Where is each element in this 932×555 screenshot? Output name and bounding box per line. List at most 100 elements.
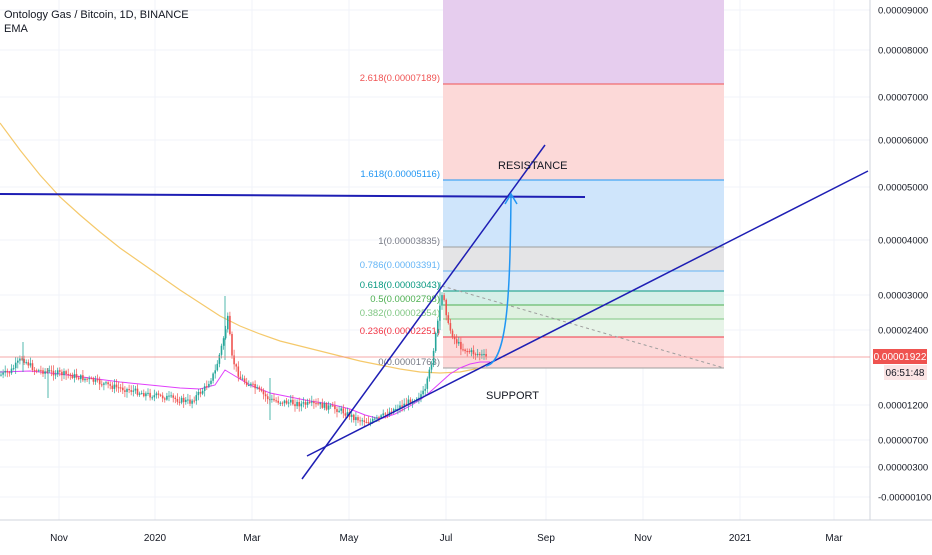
candle-body: [342, 408, 345, 414]
candle-body: [403, 403, 405, 407]
price-tick-label: 0.00005000: [878, 183, 928, 194]
candle-body: [227, 315, 229, 330]
time-tick-label: Mar: [243, 533, 261, 544]
candle-body: [52, 370, 55, 376]
candle-body: [363, 420, 366, 422]
candle-body: [189, 399, 191, 404]
candle-body: [128, 389, 130, 391]
candle-body: [182, 397, 185, 403]
candle-body: [111, 385, 114, 389]
candle-body: [136, 388, 139, 395]
current-price-value: 0.00001922: [874, 352, 927, 363]
candle-body: [33, 369, 36, 371]
candle-body: [271, 398, 273, 400]
fib-extension[interactable]: 2.618(0.00007189) 1.618(0.00005116) 1(0.…: [360, 0, 724, 369]
candle-body: [19, 358, 21, 361]
candle-body: [59, 370, 61, 372]
candle-body: [197, 391, 200, 396]
candle-body: [422, 390, 424, 395]
candle-body: [468, 351, 471, 353]
candle-body: [281, 402, 284, 404]
candle-body: [187, 399, 189, 401]
candle-body: [153, 395, 156, 398]
fib-label-05: 0.5(0.00002798): [370, 294, 440, 305]
fib-zone-0618-05: [443, 291, 724, 305]
candle-body: [445, 299, 447, 316]
candle-body: [143, 393, 145, 397]
candle-body: [458, 341, 460, 344]
candle-body: [464, 349, 466, 352]
time-tick-label: 2021: [729, 533, 752, 544]
steep-trendline[interactable]: [301, 144, 546, 480]
fib-zone-top: [443, 0, 724, 84]
fib-label-0: 0(0.00001763): [378, 357, 440, 368]
candle-body: [428, 369, 431, 379]
candle-body: [357, 417, 359, 421]
fib-label-1618: 1.618(0.00005116): [360, 169, 440, 180]
time-tick-label: 2020: [144, 533, 167, 544]
candle-body: [479, 353, 481, 356]
candle-body: [359, 420, 361, 422]
candle-body: [157, 393, 160, 395]
time-tick-label: Sep: [537, 533, 555, 544]
candle-body: [481, 354, 483, 356]
candle-body: [407, 399, 410, 405]
candle-body: [382, 413, 384, 416]
candle-body: [395, 409, 397, 411]
candle-body: [31, 363, 34, 370]
support-annotation[interactable]: SUPPORT: [486, 390, 539, 402]
candle-body: [285, 400, 288, 404]
candle-body: [75, 374, 78, 378]
candle-body: [462, 349, 464, 351]
candle-body: [168, 395, 170, 397]
candle-body: [254, 384, 256, 389]
fib-label-1: 1(0.00003835): [378, 236, 440, 247]
candle-body: [101, 384, 103, 386]
price-tick-label: 0.00007000: [878, 93, 928, 104]
candle-body: [321, 402, 324, 408]
candle-body: [212, 373, 214, 381]
candle-body: [304, 402, 307, 405]
candle-body: [214, 370, 216, 374]
candle-body: [69, 374, 72, 376]
resistance-horizontal-line[interactable]: [0, 193, 586, 198]
candle-body: [308, 401, 311, 403]
fib-zone-1618-1: [443, 180, 724, 247]
candle-body: [130, 390, 132, 392]
fib-zone-05-0382: [443, 305, 724, 319]
ema-fast-line: [0, 361, 490, 420]
candle-body: [447, 315, 450, 324]
candle-body: [243, 378, 246, 382]
candle-body: [300, 403, 303, 407]
candle-body: [250, 383, 252, 385]
candle-body: [94, 379, 97, 382]
candle-body: [338, 410, 340, 412]
candle-body: [23, 359, 25, 363]
candle-body: [109, 384, 111, 386]
resistance-annotation[interactable]: RESISTANCE: [498, 160, 567, 172]
candle-body: [21, 358, 23, 360]
candle-body: [290, 399, 292, 403]
projection-arrow[interactable]: [485, 195, 512, 367]
candle-body: [344, 413, 347, 416]
candle-body: [147, 392, 149, 394]
candle-body: [80, 375, 82, 380]
candle-body: [107, 382, 109, 385]
candle-body: [14, 362, 17, 369]
candle-body: [409, 399, 412, 404]
candle-body: [40, 370, 42, 372]
candle-body: [432, 350, 435, 365]
candle-body: [266, 396, 269, 400]
candle-body: [260, 389, 263, 391]
candle-body: [86, 378, 88, 380]
candle-body: [315, 403, 317, 405]
candle-body: [84, 378, 86, 381]
support-trendline[interactable]: [306, 170, 869, 457]
candle-body: [195, 395, 198, 401]
candle-body: [220, 345, 223, 355]
price-tick-label: 0.00009000: [878, 6, 928, 17]
candle-body: [374, 418, 376, 420]
fib-zone-0236-0: [443, 337, 724, 368]
